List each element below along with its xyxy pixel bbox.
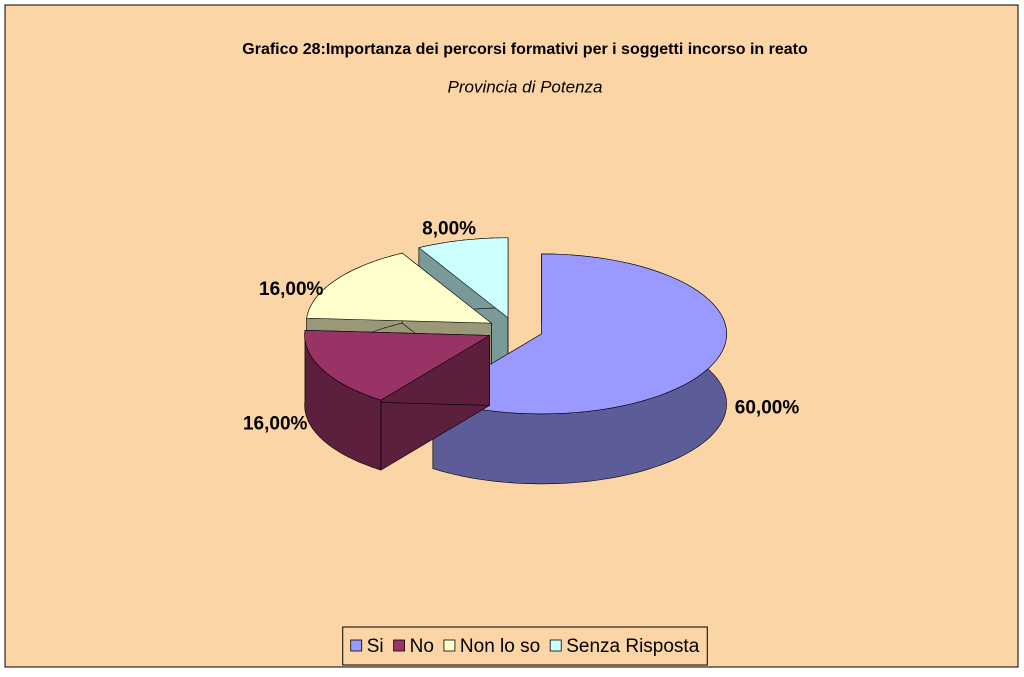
legend: Si No Non lo so Senza Risposta: [342, 626, 708, 666]
legend-swatch: [549, 639, 562, 652]
pie: 60,00% 16,00% 16,00% 8,00%: [243, 218, 800, 485]
slice-top: [304, 330, 490, 401]
legend-swatch: [443, 639, 456, 652]
chart-title: Grafico 28:Importanza dei percorsi forma…: [242, 41, 808, 58]
legend-label: Si: [367, 636, 384, 657]
data-label: 60,00%: [735, 397, 800, 418]
chart-background: [4, 4, 1019, 668]
slice-top: [432, 253, 727, 415]
data-label: 16,00%: [259, 279, 324, 300]
legend-label: Senza Risposta: [566, 636, 700, 657]
slice-top: [306, 252, 492, 324]
legend-swatch: [393, 639, 406, 652]
pie-slice: [304, 330, 490, 471]
slice-top: [418, 237, 509, 319]
data-label: 16,00%: [243, 414, 308, 435]
chart-subtitle: Provincia di Potenza: [448, 77, 603, 96]
legend-swatch: [350, 639, 363, 652]
legend-label: Non lo so: [460, 636, 540, 657]
legend-label: No: [410, 636, 434, 657]
data-label: 8,00%: [422, 218, 476, 239]
